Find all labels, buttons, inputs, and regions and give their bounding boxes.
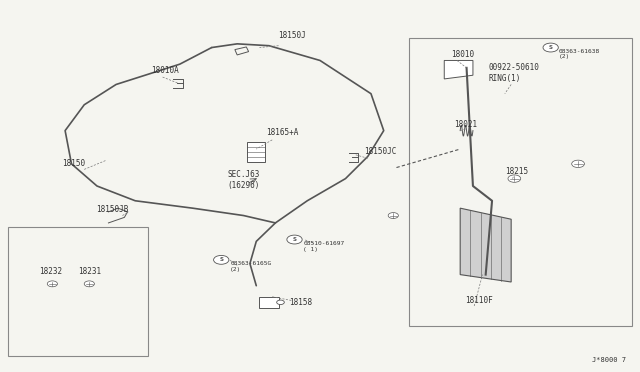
Text: SEC.J63
(16296): SEC.J63 (16296) — [228, 170, 260, 190]
Text: 18232: 18232 — [40, 267, 63, 276]
Bar — [8, 227, 148, 356]
Bar — [246, 142, 264, 162]
Text: 18165+A: 18165+A — [266, 128, 298, 137]
Text: 18158: 18158 — [289, 298, 312, 307]
Circle shape — [508, 175, 521, 182]
Circle shape — [543, 43, 558, 52]
Text: 08363-6165G
(2): 08363-6165G (2) — [230, 261, 271, 272]
Circle shape — [388, 212, 398, 218]
Text: 00922-50610
RING(1): 00922-50610 RING(1) — [489, 63, 540, 83]
Polygon shape — [460, 208, 511, 282]
Bar — [259, 297, 278, 308]
Circle shape — [276, 300, 284, 305]
Circle shape — [47, 281, 58, 287]
Text: 18021: 18021 — [454, 120, 477, 129]
Polygon shape — [444, 61, 473, 79]
Circle shape — [84, 281, 95, 287]
Text: 18110F: 18110F — [465, 296, 493, 305]
Text: 18150JC: 18150JC — [365, 147, 397, 156]
Text: 18010A: 18010A — [151, 66, 179, 75]
Text: 08363-61638
(2): 08363-61638 (2) — [558, 49, 600, 60]
Text: 18231: 18231 — [78, 267, 101, 276]
Text: J*8000 7: J*8000 7 — [592, 357, 626, 363]
Text: 08510-61697
( 1): 08510-61697 ( 1) — [303, 241, 345, 252]
Text: 18010: 18010 — [451, 49, 474, 59]
Circle shape — [214, 256, 229, 264]
Text: S: S — [292, 237, 296, 242]
Text: 18215: 18215 — [505, 167, 528, 176]
Text: 18150: 18150 — [62, 159, 85, 168]
Circle shape — [572, 160, 584, 167]
Text: S: S — [220, 257, 223, 262]
Text: 18150J: 18150J — [278, 31, 307, 40]
Bar — [409, 38, 632, 326]
Text: 18150JB: 18150JB — [96, 205, 128, 214]
Text: S: S — [548, 45, 553, 50]
Circle shape — [287, 235, 302, 244]
